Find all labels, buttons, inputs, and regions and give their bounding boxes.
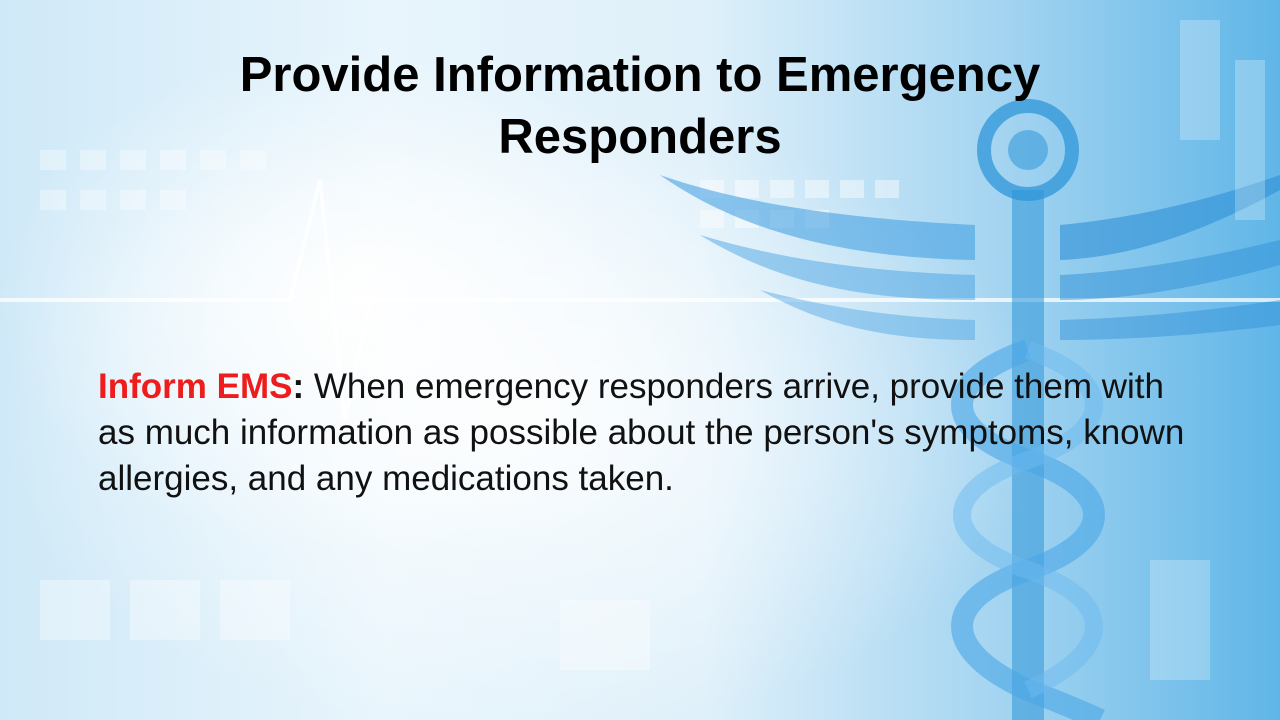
light-bars	[1150, 20, 1265, 680]
lead-label: Inform EMS	[98, 367, 293, 406]
slide-title: Provide Information to Emergency Respond…	[239, 48, 1041, 164]
heartbeat-line-icon	[0, 179, 1280, 421]
grid-pattern	[40, 150, 650, 670]
slide-body: Inform EMS: When emergency responders ar…	[98, 364, 1188, 502]
lead-colon: :	[292, 367, 305, 406]
body-text: When emergency responders arrive, provid…	[98, 367, 1185, 498]
caduceus-icon	[660, 99, 1280, 720]
